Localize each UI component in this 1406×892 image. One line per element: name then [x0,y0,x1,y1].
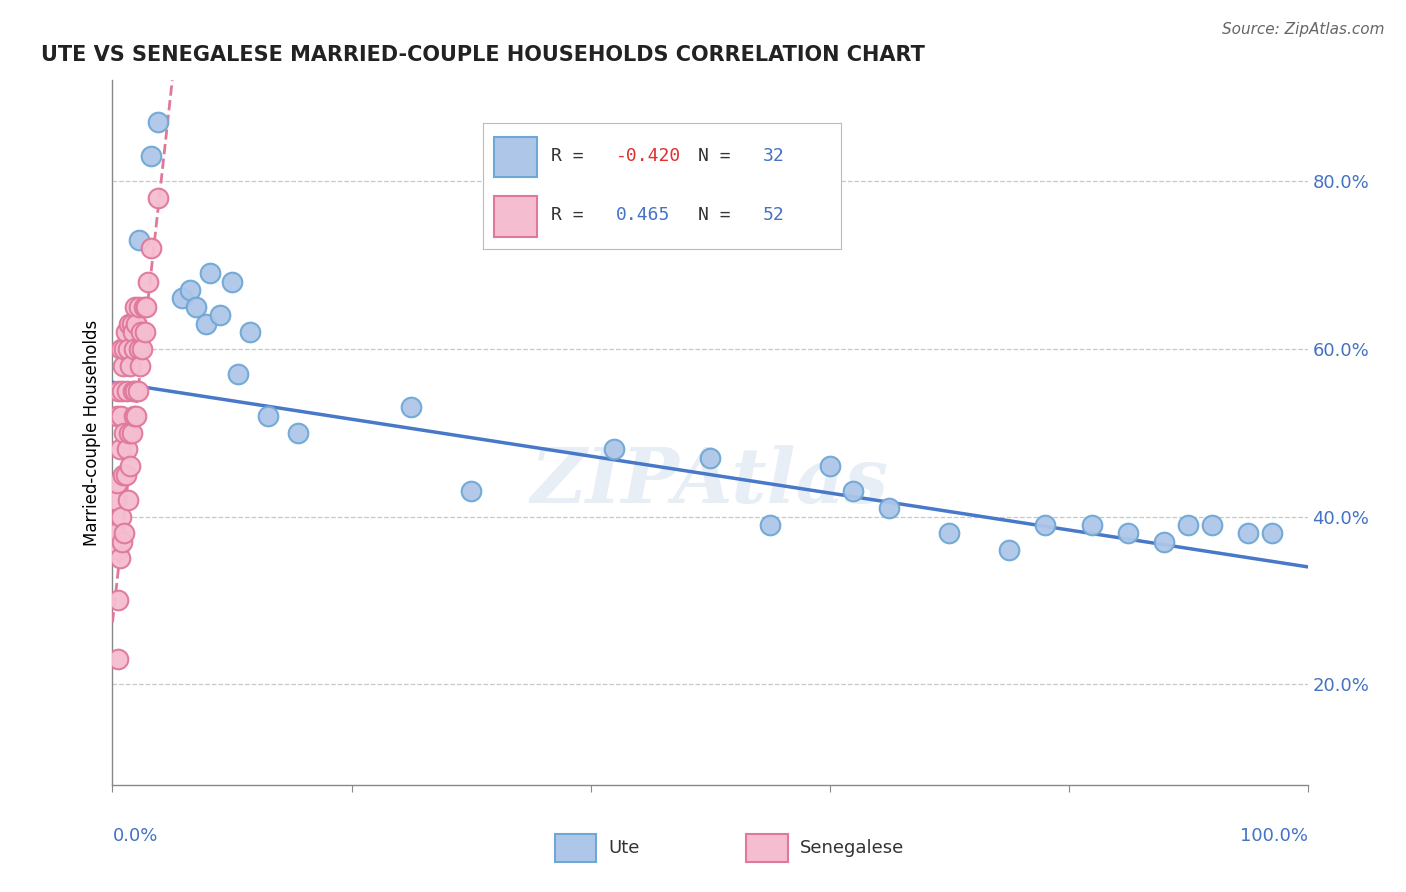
FancyBboxPatch shape [554,834,596,863]
Point [1201,517,1223,532]
Point [146,191,169,205]
Text: UTE VS SENEGALESE MARRIED-COUPLE HOUSEHOLDS CORRELATION CHART: UTE VS SENEGALESE MARRIED-COUPLE HOUSEHO… [41,45,925,65]
Text: Ute: Ute [609,839,640,857]
Point [998,543,1021,558]
Point [401,401,423,415]
Point [120,459,142,474]
Point [186,300,208,314]
Text: 100.0%: 100.0% [1240,827,1308,846]
Point [209,308,232,322]
Point [115,442,138,457]
Point [1033,517,1056,532]
Point [124,300,146,314]
Point [1153,534,1175,549]
Point [112,467,135,482]
Point [221,275,243,289]
Point [124,384,146,398]
Text: ZIPAtlas: ZIPAtlas [531,445,889,519]
Point [1118,526,1140,541]
Text: 0.0%: 0.0% [112,827,157,846]
Point [1177,517,1199,532]
Point [179,283,201,297]
Point [115,384,138,398]
Point [108,551,131,566]
Point [842,484,865,499]
Point [121,425,143,440]
Point [110,509,132,524]
Point [170,292,193,306]
Point [135,300,157,314]
Point [128,233,150,247]
Point [112,359,135,373]
Point [110,342,132,356]
Point [128,300,150,314]
Point [460,484,482,499]
Point [138,275,160,289]
Point [122,342,145,356]
Point [134,325,156,339]
Point [127,384,149,398]
Point [108,442,131,457]
Point [117,342,139,356]
Y-axis label: Married-couple Households: Married-couple Households [83,319,101,546]
Point [1261,526,1284,541]
Point [125,409,148,423]
Point [107,593,129,607]
Point [139,241,162,255]
Point [121,325,143,339]
Point [114,425,135,440]
Point [111,384,134,398]
Point [118,425,141,440]
Point [129,359,152,373]
Point [107,652,129,666]
Point [125,317,148,331]
Point [107,543,129,558]
Point [128,342,150,356]
FancyBboxPatch shape [747,834,787,863]
Text: Source: ZipAtlas.com: Source: ZipAtlas.com [1222,22,1385,37]
Point [131,342,153,356]
Point [129,325,152,339]
Point [118,317,141,331]
Point [107,384,129,398]
Point [111,534,134,549]
Point [105,409,128,423]
Point [121,384,143,398]
Point [117,492,139,507]
Point [239,325,262,339]
Point [603,442,626,457]
Point [879,501,901,516]
Point [121,317,143,331]
Point [132,300,155,314]
Text: Senegalese: Senegalese [800,839,904,857]
Point [122,409,145,423]
Point [938,526,960,541]
Point [105,526,128,541]
Point [1237,526,1260,541]
Point [1081,517,1104,532]
Point [226,367,249,381]
Point [114,467,136,482]
Point [120,359,142,373]
Point [759,517,782,532]
Point [818,459,841,474]
Point [139,149,162,163]
Point [146,115,169,129]
Point [104,492,127,507]
Point [110,409,132,423]
Point [114,342,135,356]
Point [287,425,309,440]
Point [105,475,128,490]
Point [194,317,217,331]
Point [257,409,280,423]
Point [699,450,721,465]
Point [200,266,222,280]
Point [114,325,136,339]
Point [114,526,135,541]
